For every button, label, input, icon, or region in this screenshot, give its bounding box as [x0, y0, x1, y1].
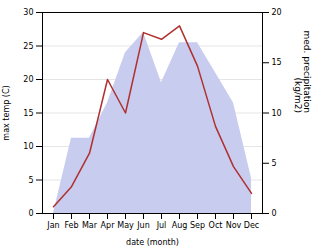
svg-text:Jan: Jan: [46, 221, 59, 230]
svg-text:max temp (C): max temp (C): [2, 85, 11, 140]
svg-text:Jul: Jul: [156, 221, 167, 230]
svg-text:10: 10: [23, 142, 33, 151]
svg-text:Feb: Feb: [64, 221, 78, 230]
svg-text:date (month): date (month): [126, 238, 179, 247]
svg-text:20: 20: [23, 75, 33, 84]
svg-text:May: May: [117, 221, 134, 230]
svg-text:Mar: Mar: [82, 221, 98, 230]
svg-text:25: 25: [23, 42, 33, 51]
svg-text:Dec: Dec: [244, 221, 259, 230]
svg-text:Aug: Aug: [172, 221, 188, 230]
svg-text:0: 0: [28, 209, 33, 218]
svg-text:Oct: Oct: [209, 221, 223, 230]
svg-text:5: 5: [28, 176, 33, 185]
svg-text:Sep: Sep: [190, 221, 205, 230]
svg-text:Nov: Nov: [226, 221, 242, 230]
svg-text:10: 10: [272, 109, 282, 118]
svg-text:20: 20: [272, 8, 282, 17]
svg-text:Apr: Apr: [101, 221, 116, 230]
svg-text:15: 15: [272, 58, 282, 67]
svg-text:5: 5: [272, 159, 277, 168]
svg-text:30: 30: [23, 8, 33, 17]
svg-text:Jun: Jun: [136, 221, 150, 230]
svg-text:0: 0: [272, 209, 277, 218]
svg-text:med. precipitation(kg/m2): med. precipitation(kg/m2): [293, 31, 312, 113]
svg-text:15: 15: [23, 109, 33, 118]
